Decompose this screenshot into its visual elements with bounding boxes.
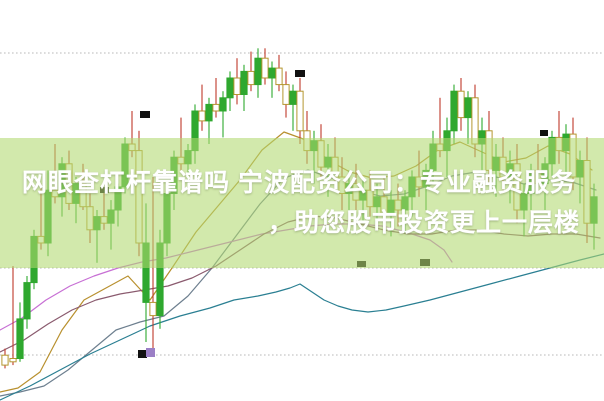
chart-candles (1, 48, 598, 369)
chart-gridlines (0, 52, 604, 356)
